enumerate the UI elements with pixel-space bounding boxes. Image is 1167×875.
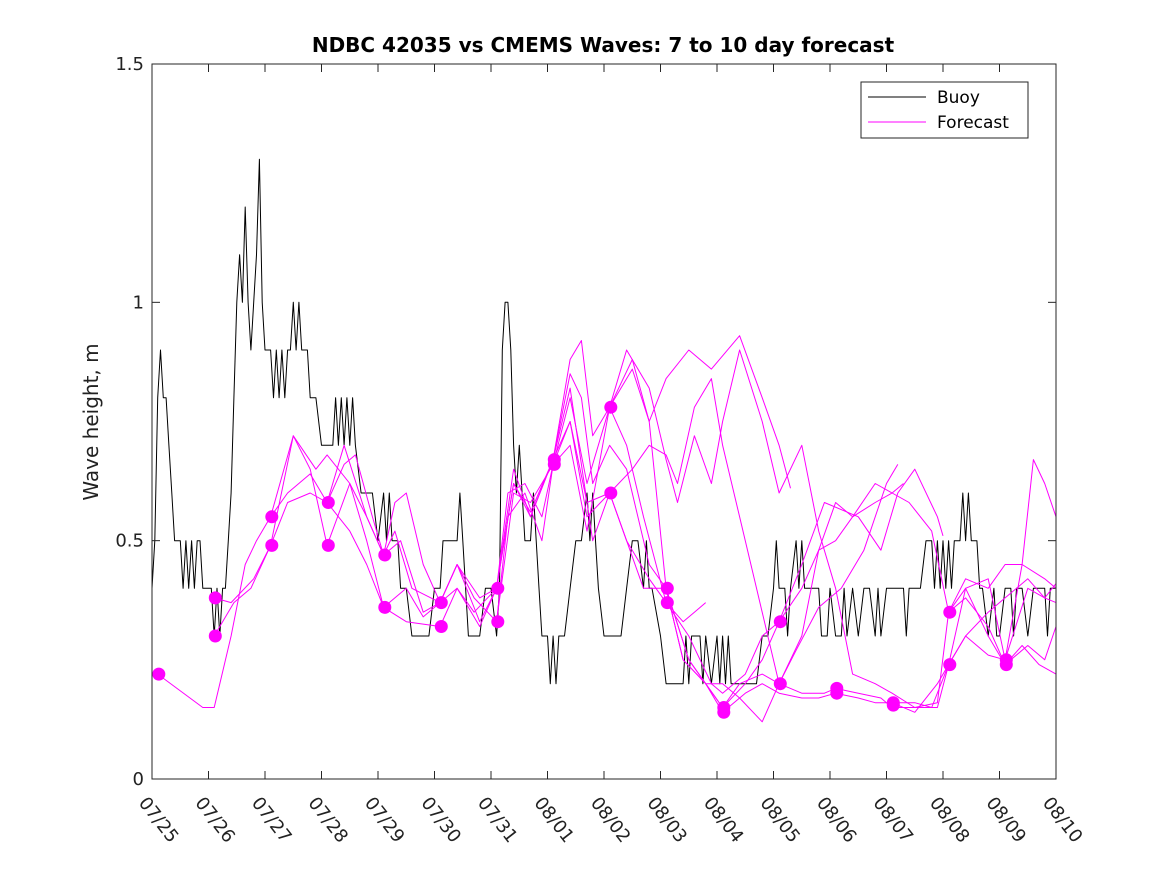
series-line-forecast-12	[891, 459, 1057, 713]
forecast-start-marker-4	[265, 538, 279, 552]
forecast-start-marker-11	[491, 581, 505, 595]
forecast-start-marker-1	[208, 591, 222, 605]
plot-area	[151, 63, 1057, 780]
forecast-start-marker-0	[152, 667, 166, 681]
forecast-start-marker-6	[321, 538, 335, 552]
series-line-forecast-8	[496, 378, 1057, 708]
forecast-start-marker-16	[604, 486, 618, 500]
forecast-start-marker-10	[434, 620, 448, 633]
series-line-buoy	[151, 158, 1056, 685]
y-axis-label: Wave height, m	[79, 343, 103, 500]
forecast-start-marker-30	[999, 658, 1013, 672]
forecast-start-marker-28	[943, 658, 957, 672]
series-line-forecast-5	[326, 373, 899, 708]
forecast-start-marker-7	[378, 548, 392, 562]
forecast-start-marker-3	[265, 510, 279, 524]
marker-layer	[152, 400, 1013, 719]
forecast-start-marker-17	[660, 581, 674, 595]
forecast-start-marker-20	[717, 705, 731, 719]
forecast-start-marker-2	[208, 629, 222, 643]
series-line-forecast-11	[665, 483, 1057, 708]
forecast-start-marker-22	[773, 677, 787, 691]
forecast-start-marker-26	[886, 698, 900, 712]
legend-label-buoy: Buoy	[937, 88, 980, 108]
plot-background	[152, 64, 1056, 779]
y-tick-label-1: 0.5	[115, 531, 144, 552]
legend-box	[860, 81, 1029, 139]
forecast-start-marker-15	[604, 400, 618, 414]
legend-label-forecast: Forecast	[937, 113, 1009, 133]
forecast-start-marker-8	[378, 600, 392, 614]
forecast-start-marker-21	[773, 615, 787, 629]
y-tick-label-2: 1	[133, 292, 144, 313]
y-tick-label-3: 1.5	[115, 54, 144, 75]
forecast-start-marker-14	[547, 457, 561, 471]
forecast-start-marker-5	[321, 496, 335, 509]
series-line-forecast-4	[270, 387, 944, 694]
forecast-start-marker-24	[830, 686, 844, 700]
forecast-start-marker-18	[660, 596, 674, 610]
legend: Buoy Forecast	[860, 81, 1029, 139]
chart-title: NDBC 42035 vs CMEMS Waves: 7 to 10 day f…	[312, 33, 895, 57]
forecast-start-marker-12	[491, 615, 505, 629]
forecast-start-marker-27	[943, 605, 957, 619]
forecast-start-marker-9	[434, 596, 448, 610]
y-tick-label-0: 0	[133, 769, 144, 790]
